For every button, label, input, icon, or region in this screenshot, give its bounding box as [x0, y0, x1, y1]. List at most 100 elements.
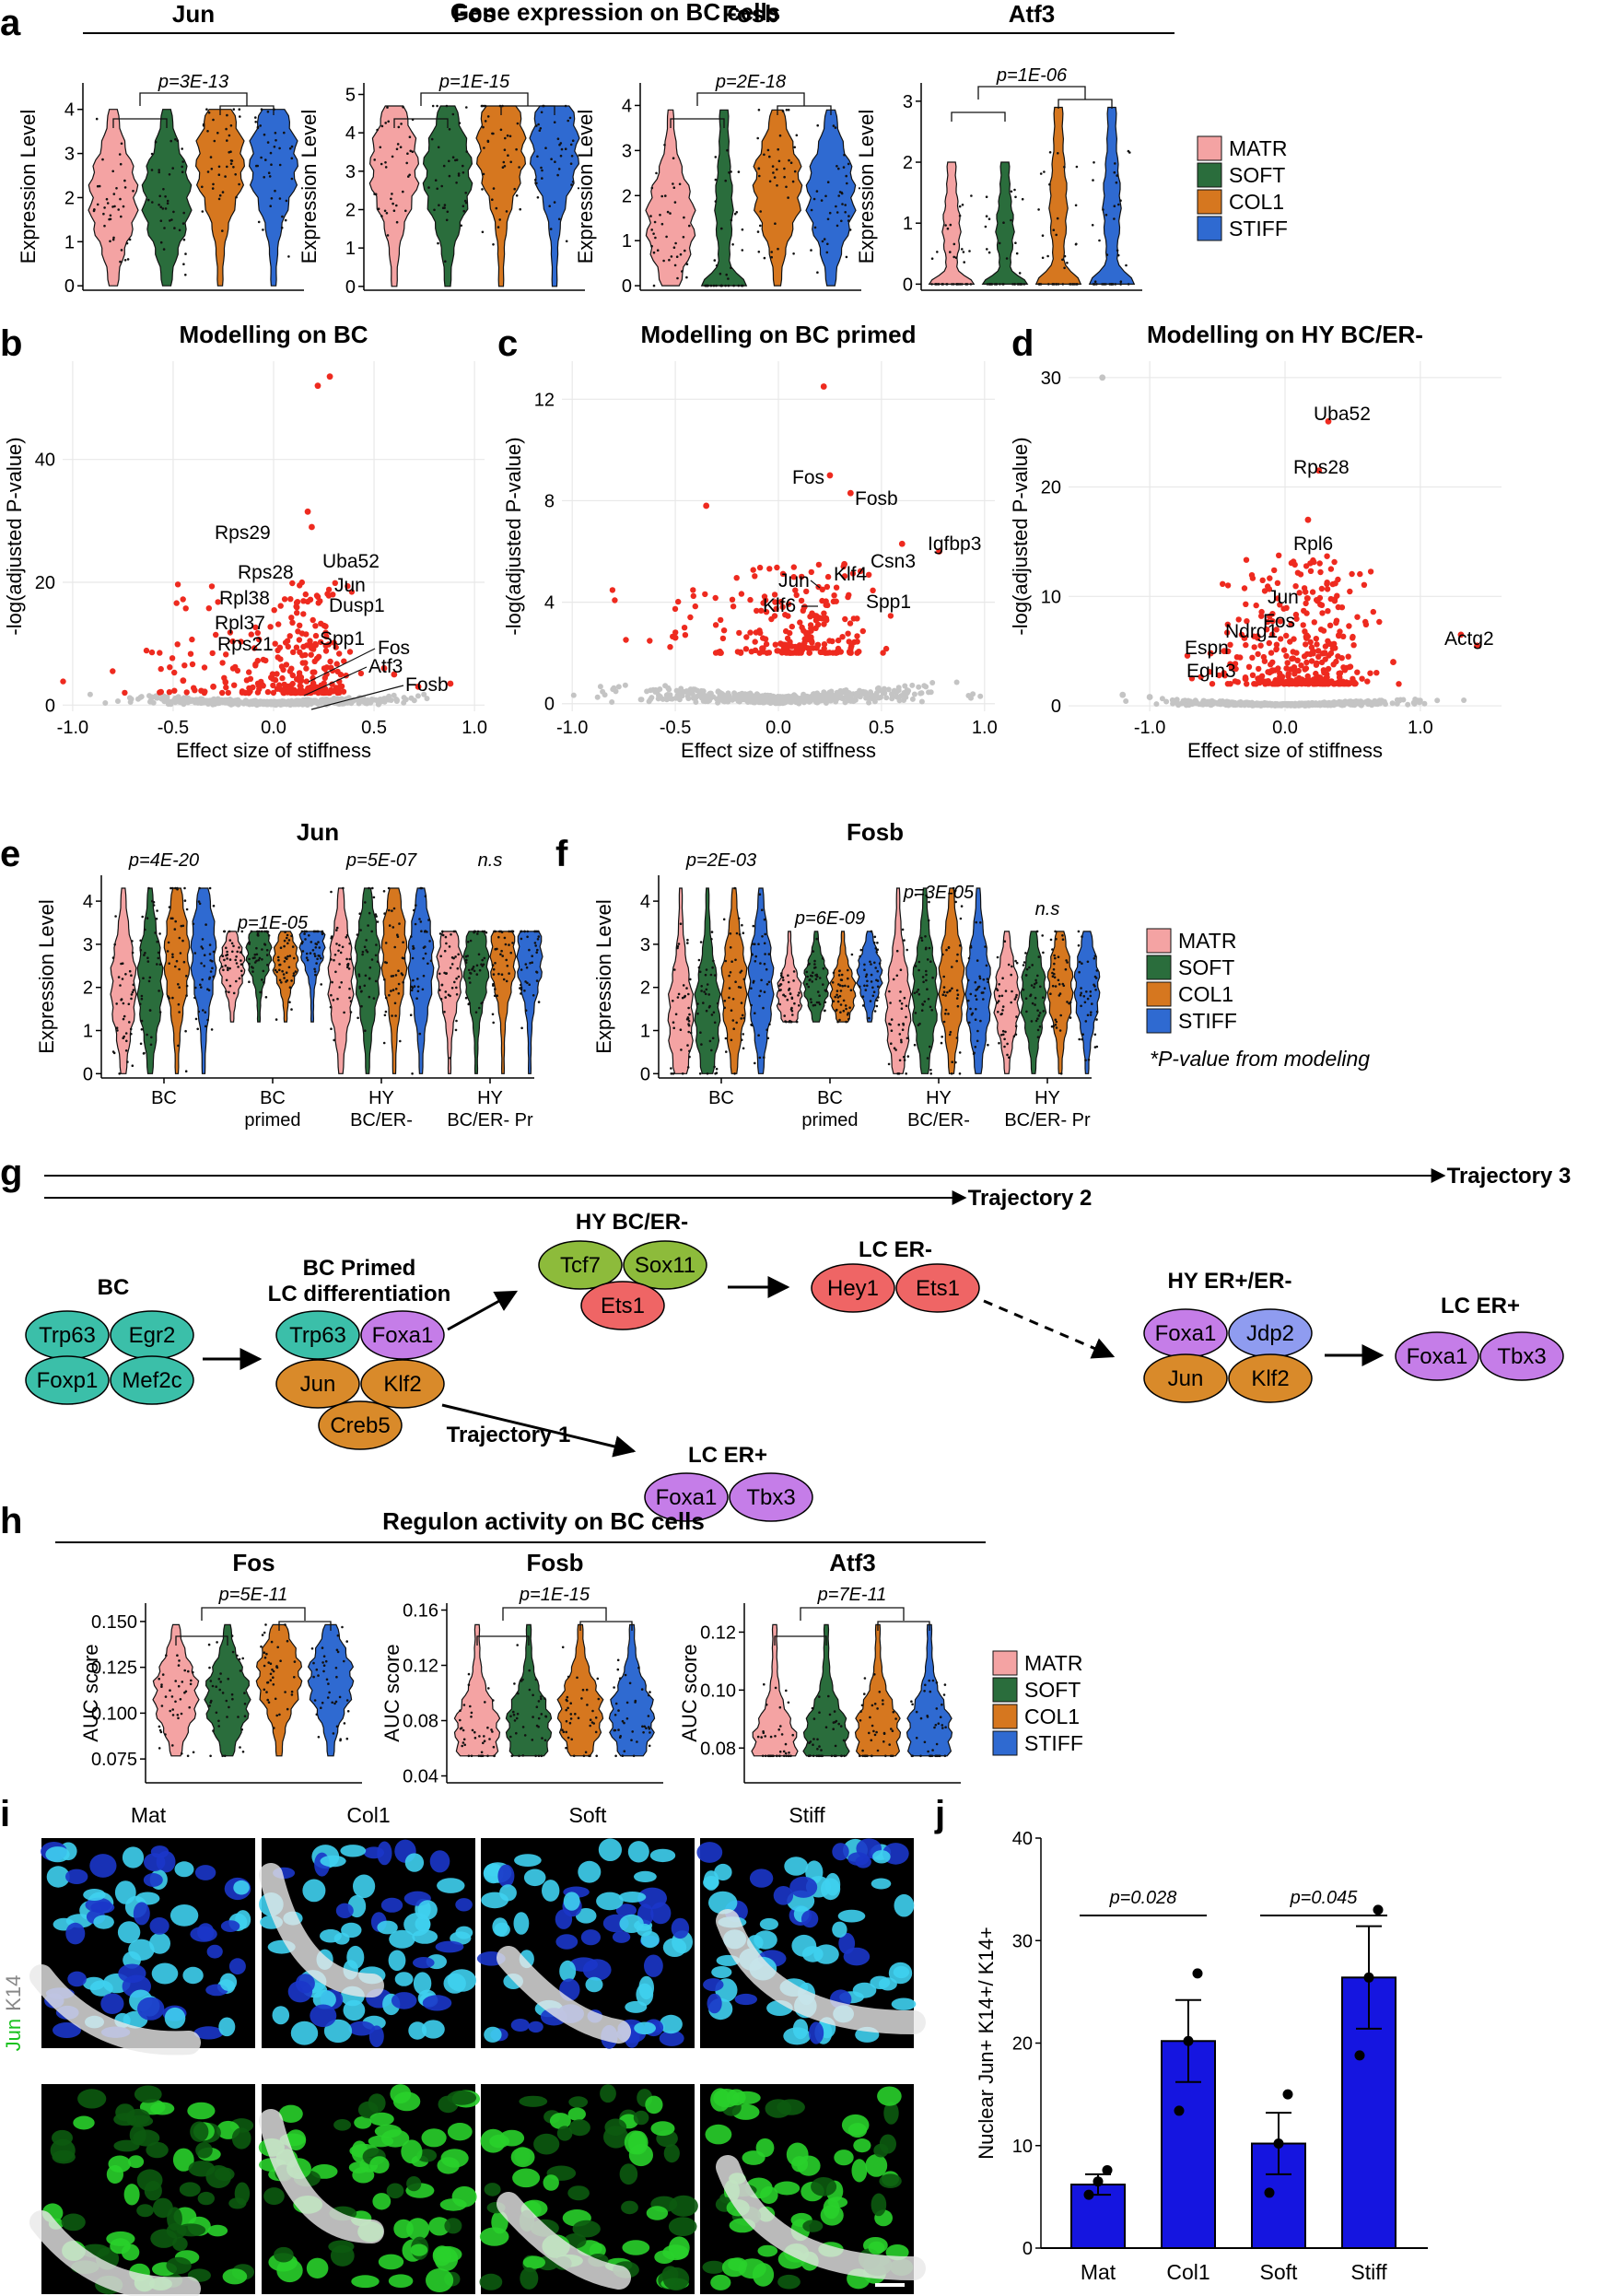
jitter-point [742, 931, 745, 934]
jitter-point [413, 985, 416, 988]
jitter-point [987, 1043, 989, 1047]
sig-point [681, 625, 688, 631]
jitter-point [209, 970, 213, 973]
jitter-point [816, 990, 820, 993]
jitter-point [906, 1037, 909, 1040]
jitter-point [464, 192, 468, 194]
jitter-point [674, 1013, 678, 1016]
jitter-point [660, 222, 664, 226]
jitter-point [506, 134, 509, 137]
jitter-point [317, 941, 320, 943]
jitter-point [537, 1001, 541, 1003]
jitter-point [532, 994, 535, 997]
jitter-point [210, 1028, 214, 1031]
jitter-point [198, 886, 201, 890]
jitter-point [902, 1024, 906, 1026]
jitter-point [494, 948, 497, 951]
jitter-point [986, 283, 989, 286]
sig-point [189, 661, 196, 668]
sig-point [279, 674, 286, 682]
jitter-point [418, 1032, 422, 1036]
hy-er-plus-minus-title: HY ER+/ER- [1168, 1269, 1292, 1294]
nonsig-point [128, 696, 134, 702]
a0-ytick-label: 4 [64, 100, 75, 121]
jitter-point [375, 943, 378, 946]
jitter-point [835, 205, 837, 208]
jitter-point [131, 951, 134, 955]
jitter-point [1114, 162, 1116, 165]
jitter-point [240, 974, 244, 977]
x-tick-label: 0.5 [869, 718, 894, 738]
sig-point [1303, 641, 1309, 648]
bracket-left [393, 118, 449, 128]
jitter-point [711, 966, 714, 969]
y-axis-label: -log(adjusted P-value) [502, 437, 525, 635]
f-ytick-label: 4 [640, 892, 650, 912]
jitter-point [1034, 1019, 1038, 1023]
nonsig-point [87, 691, 93, 697]
y-tick-label: 30 [1041, 369, 1061, 389]
jitter-point [865, 973, 869, 976]
sig-point [793, 592, 800, 599]
jitter-point [842, 999, 846, 1002]
jitter-point [954, 1060, 957, 1064]
jitter-point [330, 1027, 333, 1030]
violin-col1-points [1037, 151, 1079, 286]
jitter-point [672, 1021, 675, 1024]
jitter-point [1014, 1025, 1018, 1028]
sig-point [1301, 585, 1308, 592]
outlier-point [1146, 694, 1153, 700]
jitter-point [458, 122, 462, 124]
jitter-point [814, 974, 817, 977]
jitter-point [836, 993, 838, 997]
jitter-point [272, 1683, 275, 1686]
jitter-point [789, 1008, 793, 1011]
x-tick-label: 0.0 [765, 718, 791, 738]
jitter-point [783, 167, 786, 170]
jitter-point [1015, 993, 1018, 997]
jitter-point [441, 206, 445, 209]
sig-point [315, 653, 322, 660]
jitter-point [1013, 188, 1016, 192]
bracket-top [420, 92, 529, 106]
jitter-point [782, 978, 785, 982]
sig-point [752, 638, 758, 645]
nonsig-point [1220, 698, 1226, 704]
jitter-point [1050, 1025, 1054, 1028]
jitter-point [221, 229, 224, 232]
jitter-point [1024, 997, 1028, 1000]
jitter-point [941, 993, 945, 996]
jitter-point [1034, 978, 1037, 982]
jitter-point [958, 1072, 962, 1075]
jitter-point [982, 998, 985, 1001]
jitter-point [218, 1688, 221, 1692]
nonsig-point [896, 697, 903, 704]
sig-point [1303, 659, 1310, 666]
jitter-point [985, 964, 988, 967]
jitter-point [217, 1725, 220, 1728]
jitter-point [849, 989, 853, 991]
sig-point [191, 685, 197, 691]
a2-ytick-label: 4 [622, 96, 632, 116]
nonsig-point [786, 698, 792, 705]
jitter-point [164, 195, 167, 198]
jitter-point [1078, 960, 1081, 964]
jitter-point [526, 935, 529, 939]
jitter-point [266, 1698, 270, 1702]
jitter-point [239, 951, 242, 954]
jitter-point [376, 128, 379, 132]
jitter-point [349, 1011, 353, 1013]
sig-point [310, 674, 316, 682]
sig-point [842, 615, 848, 623]
jitter-point [735, 211, 739, 214]
jitter-point [209, 1754, 212, 1758]
sig-point [750, 567, 756, 573]
sig-point [747, 629, 754, 636]
jitter-point [117, 208, 120, 211]
jitter-point [283, 131, 286, 135]
jitter-point [688, 1055, 691, 1059]
jitter-point [1014, 996, 1018, 999]
legend-a-swatch-matr [1197, 135, 1222, 161]
sig-point [286, 686, 293, 694]
sig-point [1249, 672, 1256, 678]
